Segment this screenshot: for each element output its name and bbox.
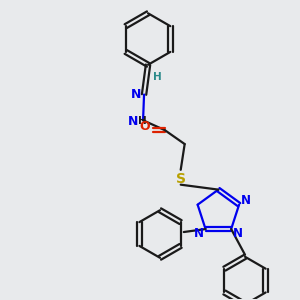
- Text: N: N: [233, 226, 243, 239]
- Text: N: N: [131, 88, 141, 101]
- Text: N: N: [128, 115, 138, 128]
- Text: H: H: [153, 72, 161, 82]
- Text: N: N: [241, 194, 251, 207]
- Text: S: S: [176, 172, 186, 186]
- Text: H: H: [138, 116, 146, 126]
- Text: N: N: [194, 226, 204, 239]
- Text: O: O: [140, 120, 150, 133]
